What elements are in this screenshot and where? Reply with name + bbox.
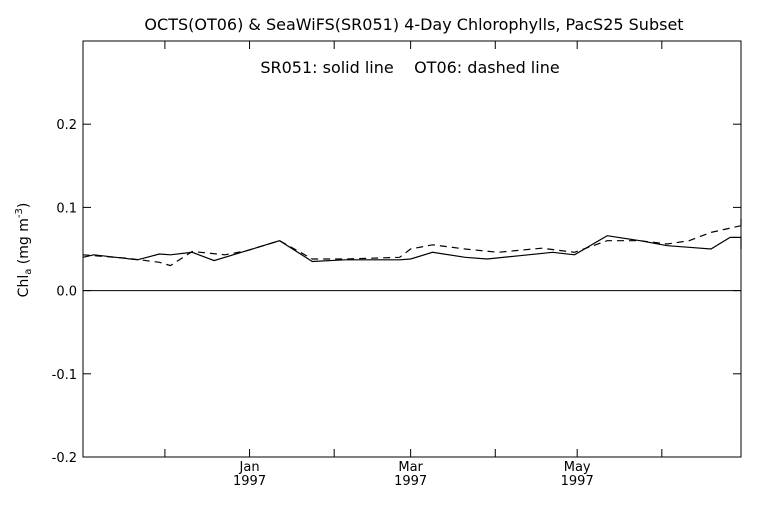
y-axis-label: Chla (mg m-3) [14,203,34,298]
series-line-ot06 [82,219,742,267]
y-label-base: Chl [16,275,32,298]
plot-frame [82,40,742,458]
x-tick-label-month: May [564,460,591,475]
x-tick-label-month: Jan [239,460,260,475]
legend-text: SR051: solid line OT06: dashed line [260,58,559,77]
y-label-unit: (mg m [16,218,32,269]
x-tick-label-month: Mar [398,460,423,475]
y-label-superscript: -3 [14,208,25,218]
y-tick-label: -0.2 [52,451,77,466]
x-tick-label-year: 1997 [561,474,594,489]
chart-title: OCTS(OT06) & SeaWiFS(SR051) 4-Day Chloro… [144,15,683,34]
y-tick-label: 0.0 [56,285,77,300]
y-label-subscript: a [23,269,34,275]
y-tick-label: 0.1 [56,201,77,216]
series-line-sr051 [82,235,742,263]
x-tick-label-year: 1997 [394,474,427,489]
y-label-unit-close: ) [16,203,32,208]
y-tick-label: -0.1 [52,368,77,383]
x-tick-label-year: 1997 [233,474,266,489]
y-tick-label: 0.2 [56,118,77,133]
